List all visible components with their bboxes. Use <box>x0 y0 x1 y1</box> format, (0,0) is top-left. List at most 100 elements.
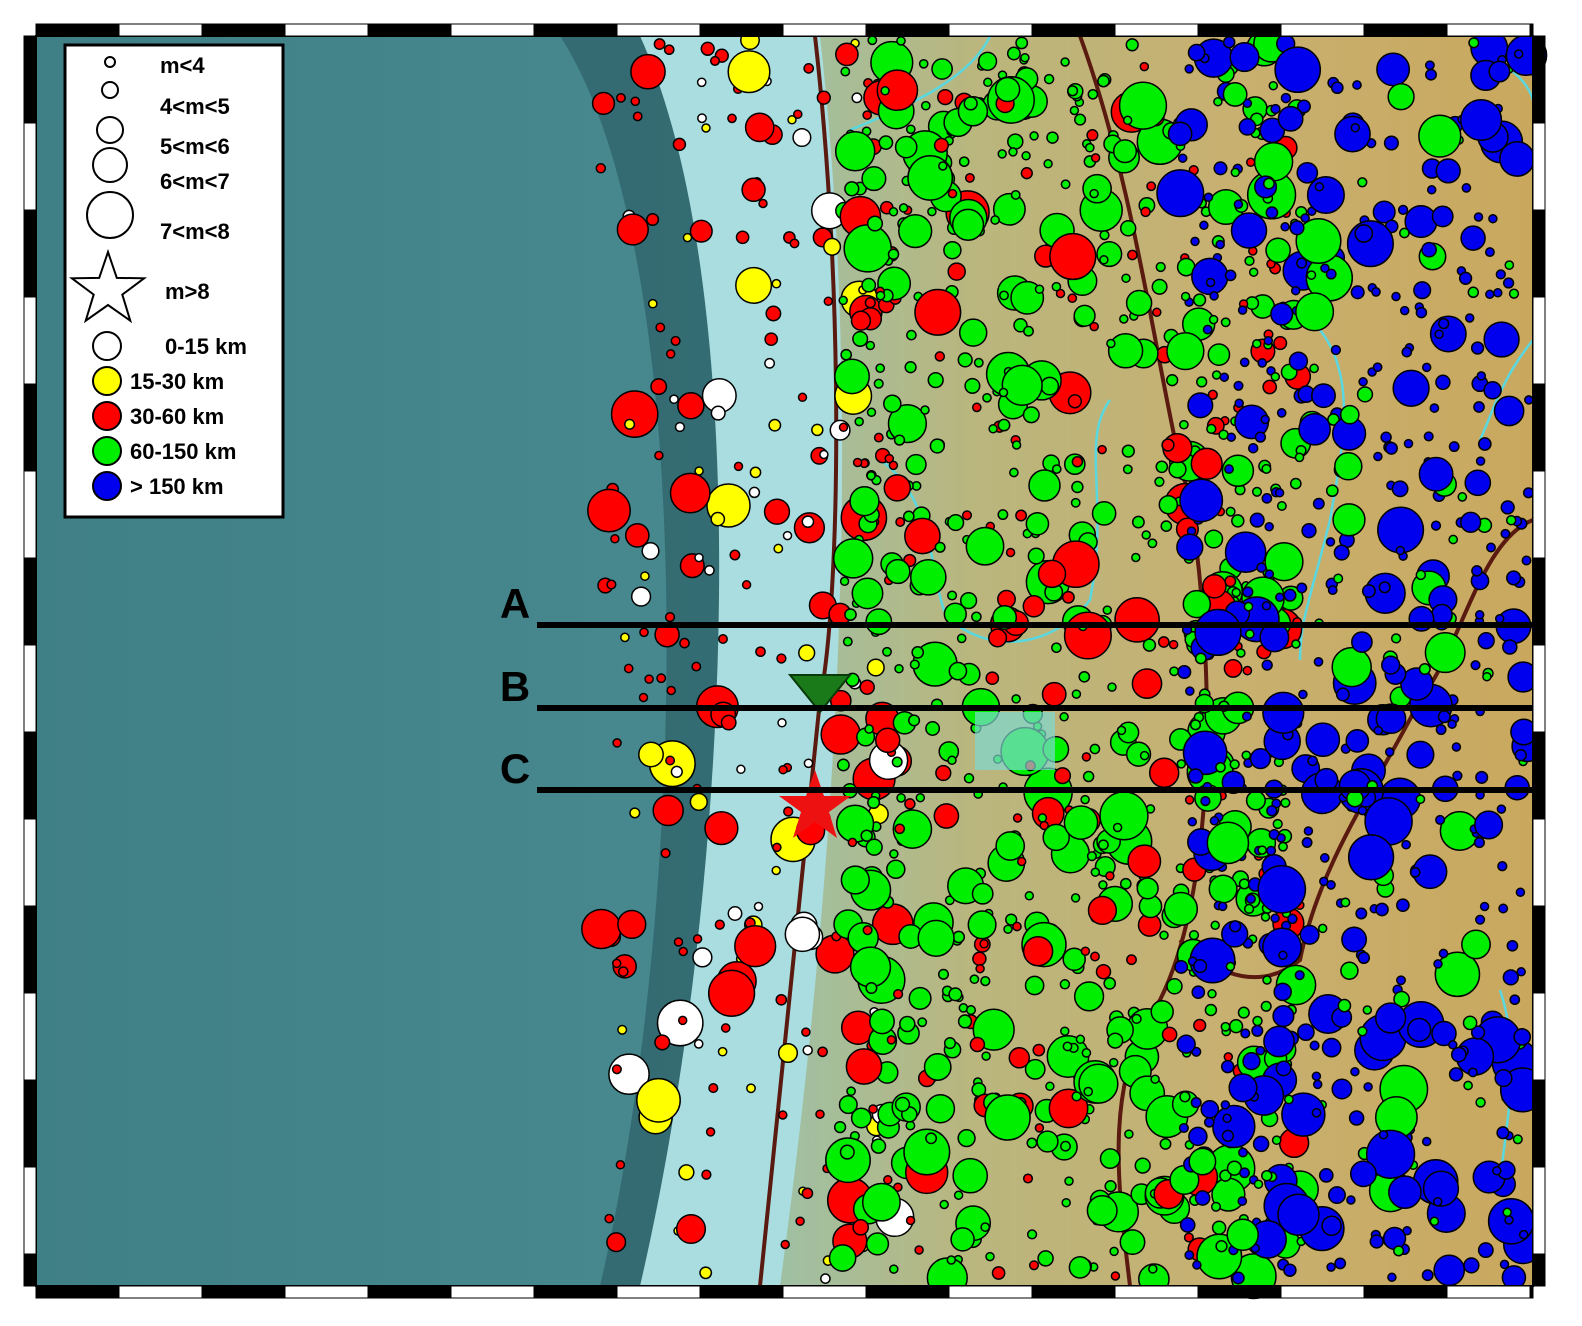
earthquake-marker <box>1263 335 1274 346</box>
earthquake-marker <box>1283 1263 1297 1277</box>
earthquake-marker <box>1460 225 1486 251</box>
earthquake-marker <box>1265 237 1291 264</box>
earthquake-marker <box>1219 1169 1232 1182</box>
earthquake-marker <box>1119 1229 1146 1256</box>
earthquake-marker <box>1296 257 1308 269</box>
earthquake-marker <box>655 322 666 333</box>
earthquake-marker <box>1349 1160 1377 1188</box>
earthquake-marker <box>654 1034 671 1051</box>
earthquake-marker <box>951 208 985 241</box>
earthquake-marker <box>1158 494 1179 515</box>
earthquake-marker <box>1221 1129 1235 1142</box>
earthquake-marker <box>1264 542 1304 582</box>
earthquake-marker <box>1307 755 1318 767</box>
frame-tick <box>616 23 701 37</box>
earthquake-marker <box>1213 161 1228 176</box>
earthquake-marker <box>1290 285 1301 296</box>
earthquake-marker <box>839 576 850 587</box>
earthquake-marker <box>1294 452 1305 463</box>
earthquake-marker <box>1236 648 1246 658</box>
earthquake-marker <box>1220 317 1231 328</box>
earthquake-marker <box>801 1187 814 1200</box>
earthquake-marker <box>1266 805 1278 817</box>
earthquake-marker <box>991 1266 1006 1280</box>
earthquake-marker <box>952 1157 989 1194</box>
earthquake-marker <box>647 298 658 309</box>
earthquake-marker <box>679 637 690 649</box>
earthquake-marker <box>797 392 808 403</box>
earthquake-marker <box>636 1077 681 1123</box>
frame-tick <box>23 470 37 559</box>
earthquake-marker <box>1020 52 1030 63</box>
earthquake-marker <box>997 418 1011 432</box>
earthquake-marker <box>1009 467 1019 478</box>
earthquake-marker <box>1226 1160 1243 1176</box>
earthquake-marker <box>1208 874 1238 904</box>
earthquake-marker <box>1215 1240 1228 1253</box>
frame-tick <box>1532 122 1546 211</box>
earthquake-marker <box>1160 520 1173 532</box>
earthquake-marker <box>782 530 793 541</box>
earthquake-marker <box>1486 542 1496 553</box>
earthquake-marker <box>1270 302 1294 326</box>
earthquake-marker <box>1433 1254 1466 1287</box>
earthquake-marker <box>908 986 932 1010</box>
earthquake-marker <box>1220 1021 1231 1032</box>
earthquake-marker <box>957 1128 976 1148</box>
earthquake-marker <box>763 498 791 525</box>
frame-tick <box>118 1285 203 1299</box>
earthquake-marker <box>1424 60 1435 71</box>
earthquake-marker <box>696 77 707 88</box>
earthquake-marker <box>1516 967 1526 977</box>
earthquake-marker <box>1206 423 1217 435</box>
earthquake-marker <box>1426 185 1437 195</box>
earthquake-marker <box>1190 1097 1202 1109</box>
earthquake-marker <box>1375 703 1407 735</box>
earthquake-marker <box>1387 1272 1397 1283</box>
earthquake-marker <box>1051 642 1062 654</box>
earthquake-marker <box>1473 837 1485 849</box>
earthquake-marker <box>1231 587 1241 598</box>
earthquake-marker <box>1126 954 1137 966</box>
earthquake-marker <box>1448 441 1460 453</box>
earthquake-marker <box>1071 1091 1082 1102</box>
earthquake-marker <box>1474 610 1485 620</box>
frame-tick <box>23 905 37 994</box>
earthquake-marker <box>842 636 853 647</box>
earthquake-marker <box>1332 503 1366 537</box>
frame-tick <box>1197 23 1282 37</box>
legend: m<4 4<m<5 5<m<6 6<m<7 7<m<8 m>8 0-15 km 15-30 k… <box>63 43 285 519</box>
frame-tick <box>1532 383 1546 472</box>
earthquake-marker <box>646 212 660 227</box>
earthquake-marker <box>1028 469 1061 502</box>
earthquake-marker <box>1023 325 1034 337</box>
earthquake-marker <box>1435 724 1447 736</box>
earthquake-marker <box>1299 924 1320 945</box>
earthquake-marker <box>1395 545 1406 556</box>
frame-tick <box>23 557 37 646</box>
earthquake-marker <box>630 586 652 607</box>
earthquake-marker <box>1289 220 1305 236</box>
earthquake-marker <box>640 571 650 581</box>
earthquake-marker <box>1251 1024 1264 1037</box>
earthquake-marker <box>1225 961 1236 972</box>
earthquake-marker <box>1151 278 1168 295</box>
earthquake-marker <box>1493 395 1525 427</box>
earthquake-marker <box>1005 913 1018 926</box>
frame-tick <box>1532 644 1546 733</box>
study-area <box>975 712 1055 770</box>
earthquake-marker <box>1475 456 1486 466</box>
earthquake-marker <box>892 809 933 849</box>
earthquake-marker <box>610 534 620 544</box>
earthquake-marker <box>1229 42 1260 73</box>
earthquake-marker <box>1283 1094 1294 1105</box>
earthquake-marker <box>882 646 892 657</box>
earthquake-marker <box>849 486 880 517</box>
earthquake-marker <box>1103 977 1117 990</box>
earthquake-marker <box>1424 632 1466 674</box>
earthquake-marker <box>1393 1245 1405 1257</box>
earthquake-marker <box>677 1015 688 1026</box>
earthquake-marker <box>1262 691 1305 734</box>
earthquake-marker <box>1122 464 1133 475</box>
earthquake-marker <box>1276 833 1286 843</box>
